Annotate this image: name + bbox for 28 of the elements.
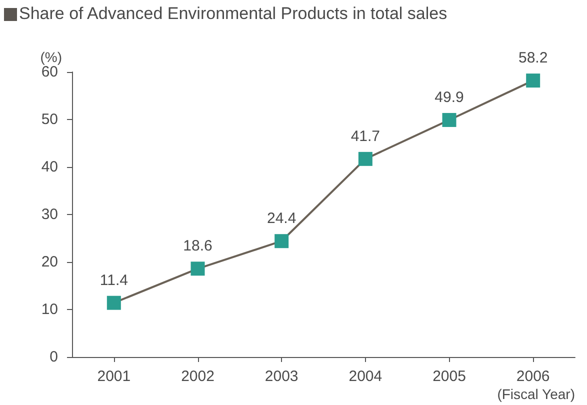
point (442, 112, 456, 127)
point (106, 296, 121, 310)
point (190, 262, 205, 276)
y-tick-label: 30 (41, 206, 58, 223)
y-tick-label: 50 (41, 111, 58, 128)
x-tick-label: 2005 (432, 368, 466, 385)
x-tick-label: 2006 (516, 368, 550, 385)
point (274, 234, 289, 248)
data-label: 41.7 (350, 128, 380, 145)
x-tick-label: 2001 (97, 368, 131, 385)
data-label: 58.2 (518, 50, 548, 67)
y-tick-label: 0 (50, 348, 58, 366)
x-tick-label: 2002 (181, 368, 214, 385)
data-label: 18.6 (183, 238, 212, 255)
y-tick-label: 40 (41, 158, 58, 176)
x-axis-title: (Fiscal Year) (497, 386, 575, 402)
point (526, 74, 540, 88)
y-tick-label: 20 (41, 254, 58, 270)
y-axis-title: (%) (40, 49, 62, 65)
data-label: 49.9 (434, 88, 464, 106)
data-label: 11.4 (100, 272, 128, 289)
data-label: 24.4 (266, 210, 296, 228)
x-tick-label: 2004 (348, 368, 382, 385)
y-tick-label: 60 (41, 64, 58, 80)
point (358, 152, 372, 166)
chart-title: Share of Advanced Environmental Products in total sales (19, 4, 448, 24)
x-tick-label: 2003 (264, 368, 298, 385)
y-tick-label: 10 (41, 301, 58, 318)
